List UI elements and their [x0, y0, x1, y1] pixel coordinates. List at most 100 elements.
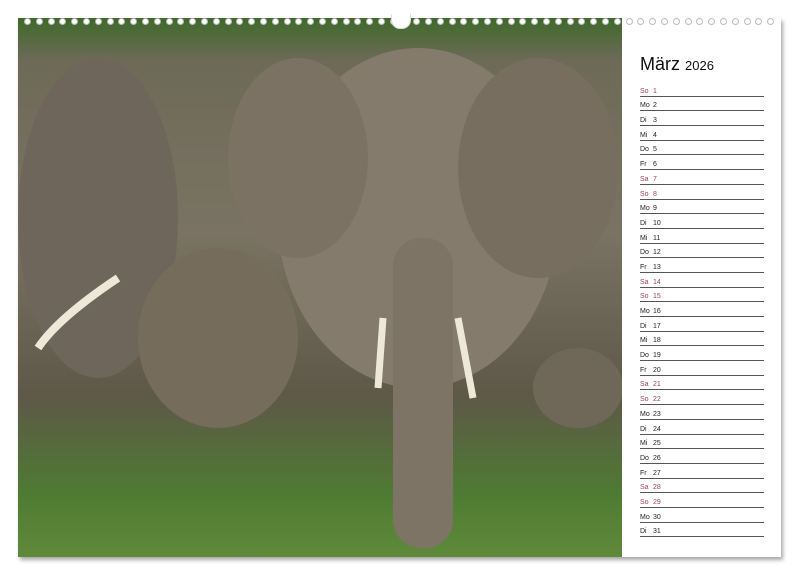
- day-number: 13: [653, 263, 661, 271]
- weekday: So: [640, 498, 649, 506]
- day-number: 26: [653, 454, 661, 462]
- binding-hole: [684, 18, 692, 25]
- weekday: Fr: [640, 263, 647, 271]
- binding-hole: [82, 18, 90, 25]
- day-row: Fr 20: [640, 361, 764, 376]
- day-list: So 1 Mo 2 Di 3 Mi 4 Do 5 Fr 6 Sa 7 So 8 Mo 9 Di 10 Mi 11 Do 12 F…: [640, 82, 764, 538]
- binding-hole: [460, 18, 468, 25]
- weekday: Do: [640, 146, 649, 154]
- day-number: 7: [653, 175, 657, 183]
- day-row: Do 12: [640, 244, 764, 259]
- weekday: Sa: [640, 278, 649, 286]
- day-row: Di 24: [640, 420, 764, 435]
- binding-hole: [106, 18, 114, 25]
- day-row: Mi 25: [640, 435, 764, 450]
- day-row: Mo 16: [640, 302, 764, 317]
- binding-hole: [472, 18, 480, 25]
- day-number: 27: [653, 469, 661, 477]
- day-row: Do 26: [640, 449, 764, 464]
- binding-hole: [484, 18, 492, 25]
- binding-hole: [767, 18, 775, 25]
- binding-hole: [425, 18, 433, 25]
- day-row: Mi 11: [640, 229, 764, 244]
- day-row: So 8: [640, 185, 764, 200]
- day-row: Di 10: [640, 214, 764, 229]
- binding-hole: [625, 18, 633, 25]
- weekday: Sa: [640, 484, 649, 492]
- day-row: Mi 18: [640, 332, 764, 347]
- binding-hole: [519, 18, 527, 25]
- weekday: Mi: [640, 234, 648, 242]
- binding-hole: [283, 18, 291, 25]
- weekday: Di: [640, 425, 647, 433]
- day-number: 21: [653, 381, 661, 389]
- binding-hole: [637, 18, 645, 25]
- day-number: 25: [653, 440, 661, 448]
- elephant-photo: [18, 18, 622, 557]
- binding-hole: [153, 18, 161, 25]
- binding-hole: [24, 18, 31, 25]
- day-number: 15: [653, 293, 661, 301]
- year: 2026: [685, 58, 714, 73]
- weekday: Mi: [640, 131, 648, 139]
- binding-hole: [708, 18, 716, 25]
- day-row: Do 19: [640, 346, 764, 362]
- day-number: 2: [653, 102, 657, 110]
- weekday: Mo: [640, 102, 650, 110]
- day-row: Sa 7: [640, 170, 764, 185]
- day-row: Sa 14: [640, 273, 764, 288]
- weekday: Mi: [640, 337, 648, 345]
- day-row: Sa 28: [640, 479, 764, 494]
- binding-hole: [613, 18, 621, 25]
- binding-hole: [94, 18, 102, 25]
- binding-hole: [590, 18, 598, 25]
- binding-hole: [141, 18, 149, 25]
- weekday: Fr: [640, 469, 647, 477]
- day-row: Mo 9: [640, 200, 764, 215]
- day-number: 11: [653, 234, 661, 242]
- weekday: Mo: [640, 513, 650, 521]
- binding-hole: [436, 18, 444, 25]
- day-number: 29: [653, 498, 661, 506]
- weekday: Mo: [640, 410, 650, 418]
- binding-hole: [35, 18, 43, 25]
- day-row: Di 17: [640, 317, 764, 332]
- binding-hole: [554, 18, 562, 25]
- binding-hole: [177, 18, 185, 25]
- binding-hole: [189, 18, 197, 25]
- binding-hole: [354, 18, 362, 25]
- weekday: Do: [640, 454, 649, 462]
- binding-hole: [696, 18, 704, 25]
- binding-hole: [271, 18, 279, 25]
- binding-hole: [130, 18, 138, 25]
- binding-hole: [743, 18, 751, 25]
- day-number: 31: [653, 528, 661, 536]
- binding-hole: [330, 18, 338, 25]
- binding-hole: [377, 18, 385, 25]
- binding-hole: [578, 18, 586, 25]
- day-row: Mo 30: [640, 508, 764, 523]
- weekday: Mo: [640, 205, 650, 213]
- day-row: So 22: [640, 390, 764, 406]
- month-title: März 2026: [640, 54, 714, 75]
- day-row: Mo 2: [640, 97, 764, 112]
- day-number: 1: [653, 87, 657, 95]
- weekday: So: [640, 190, 649, 198]
- binding-hole: [507, 18, 515, 25]
- day-number: 24: [653, 425, 661, 433]
- day-number: 19: [653, 352, 661, 360]
- binding-hole: [342, 18, 350, 25]
- weekday: Di: [640, 117, 647, 125]
- day-number: 12: [653, 249, 661, 257]
- binding-hole: [649, 18, 657, 25]
- weekday: Do: [640, 352, 649, 360]
- day-number: 9: [653, 205, 657, 213]
- binding-hole: [59, 18, 67, 25]
- day-row: Do 5: [640, 141, 764, 156]
- binding-hole: [366, 18, 374, 25]
- binding-hole: [413, 18, 421, 25]
- day-row: So 1: [640, 82, 764, 97]
- binding-hole: [236, 18, 244, 25]
- weekday: Mo: [640, 308, 650, 315]
- day-number: 4: [653, 131, 657, 139]
